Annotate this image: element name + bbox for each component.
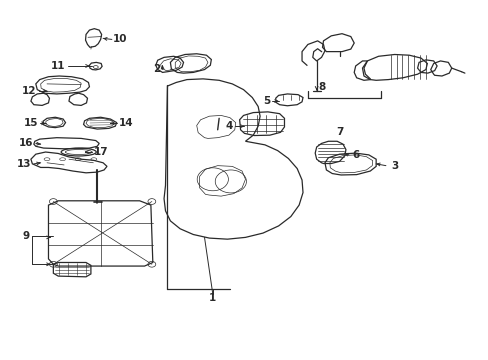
Text: 10: 10 <box>113 35 127 44</box>
Text: 13: 13 <box>17 159 31 169</box>
Text: 5: 5 <box>262 96 269 106</box>
Text: 6: 6 <box>351 150 359 160</box>
Text: 12: 12 <box>21 86 36 96</box>
Text: 11: 11 <box>51 61 65 71</box>
Text: 1: 1 <box>209 293 216 303</box>
Text: 4: 4 <box>225 121 232 131</box>
Text: 2: 2 <box>153 64 160 74</box>
Text: 8: 8 <box>317 82 325 93</box>
Text: 17: 17 <box>93 147 108 157</box>
Text: 3: 3 <box>390 161 398 171</box>
Text: 14: 14 <box>119 118 134 128</box>
Text: 7: 7 <box>335 127 343 136</box>
Text: 9: 9 <box>22 231 30 240</box>
Text: 16: 16 <box>19 139 33 148</box>
Text: 15: 15 <box>23 118 38 128</box>
